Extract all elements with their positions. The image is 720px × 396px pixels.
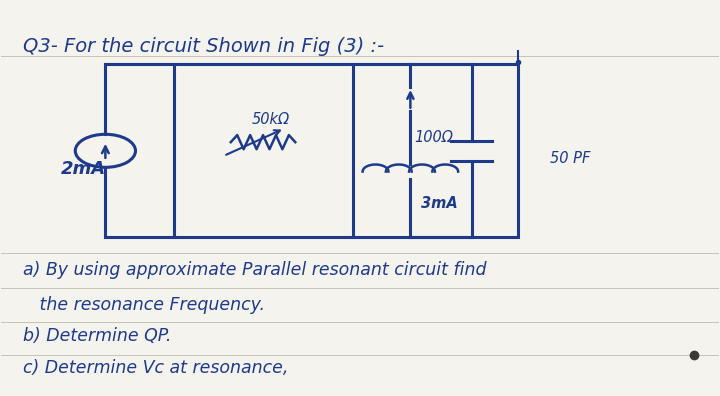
Text: 50kΩ: 50kΩ <box>251 112 289 127</box>
Text: Q3- For the circuit Shown in Fig (3) :-: Q3- For the circuit Shown in Fig (3) :- <box>23 37 384 56</box>
Bar <box>174 64 518 237</box>
Text: a) By using approximate Parallel resonant circuit find: a) By using approximate Parallel resonan… <box>23 261 487 279</box>
Text: 50 PF: 50 PF <box>550 151 590 166</box>
Text: b) Determine QP.: b) Determine QP. <box>23 327 171 345</box>
Text: 100Ω: 100Ω <box>414 129 453 145</box>
Text: 3mA: 3mA <box>421 196 458 211</box>
Text: the resonance Frequency.: the resonance Frequency. <box>23 296 265 314</box>
Text: c) Determine Vc at resonance,: c) Determine Vc at resonance, <box>23 359 288 377</box>
Text: 2mA: 2mA <box>61 160 107 177</box>
